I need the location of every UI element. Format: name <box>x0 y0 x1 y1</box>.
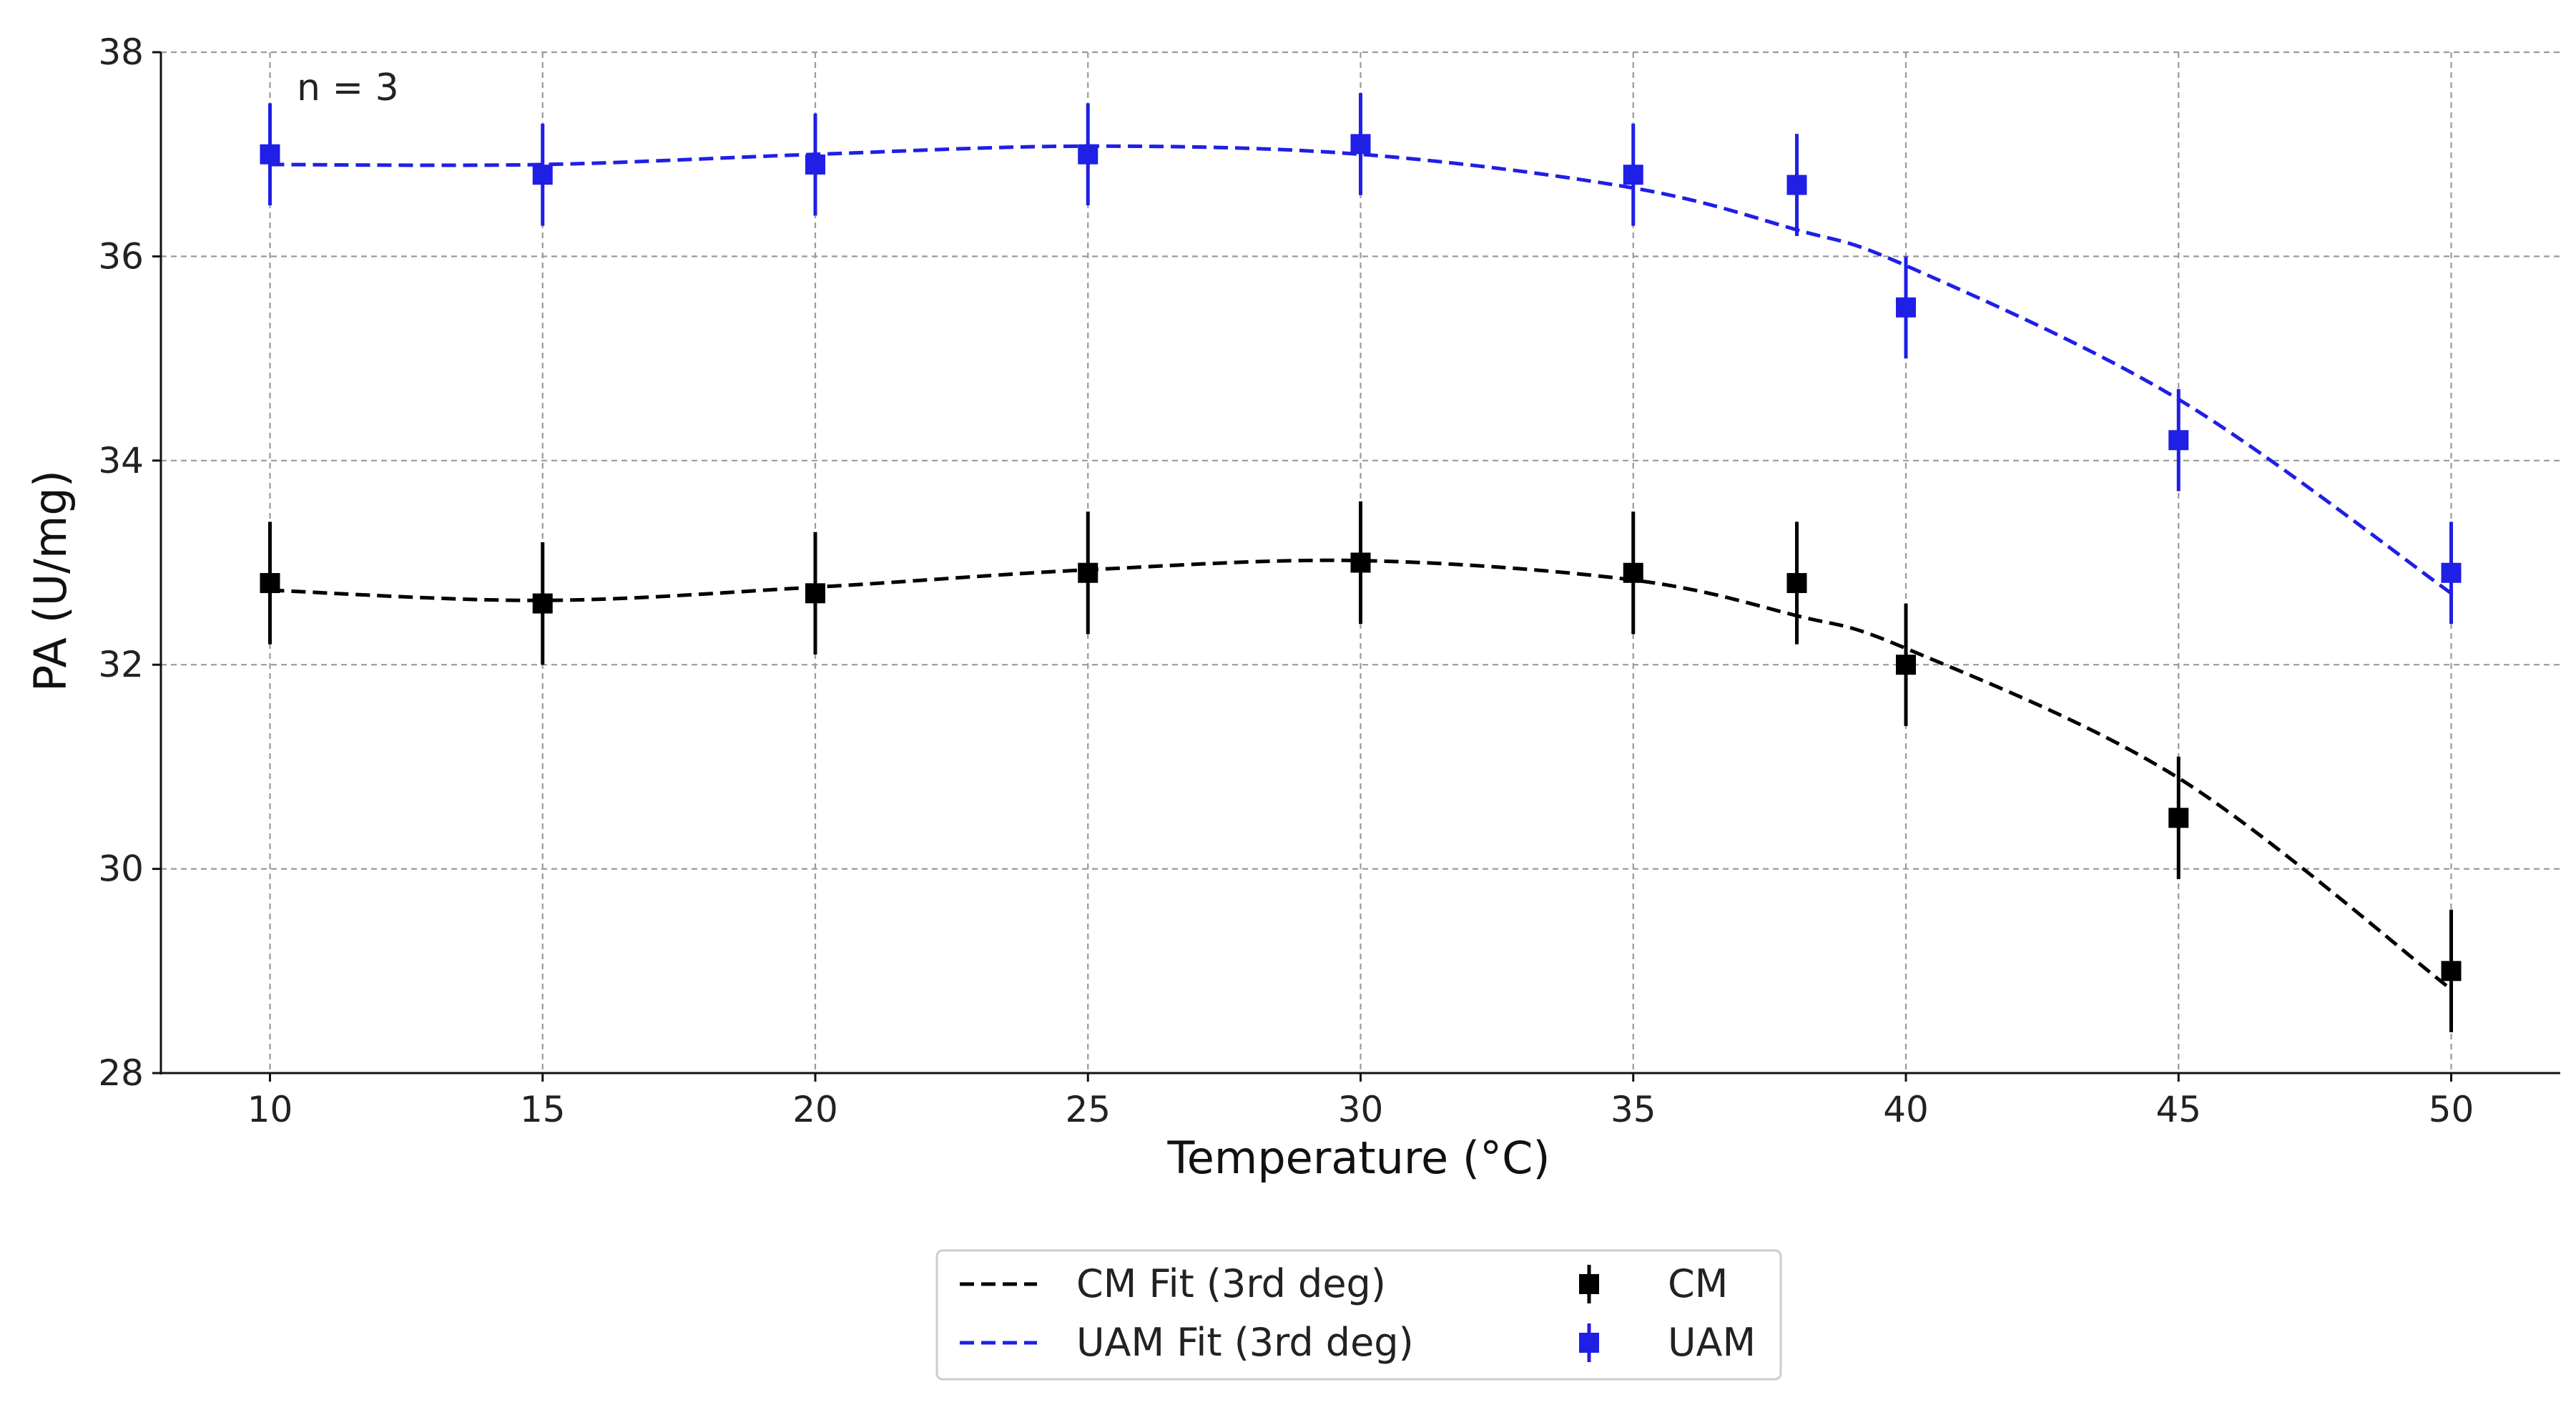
uam-point-30 <box>1350 134 1371 155</box>
cm-point-50 <box>2441 961 2462 981</box>
uam-point-10 <box>260 144 280 165</box>
legend-cm-fit-label: CM Fit (3rd deg) <box>1076 1261 1386 1306</box>
x-tick-label-15: 15 <box>520 1089 566 1130</box>
uam-fit-line <box>270 144 2452 595</box>
legend: CM Fit (3rd deg) UAM Fit (3rd deg) CM UA… <box>935 1249 1782 1381</box>
y-tick-label-36: 36 <box>98 235 144 277</box>
uam-point-20 <box>805 154 825 175</box>
uam-point-25 <box>1078 144 1098 165</box>
uam-point-45 <box>2168 430 2189 451</box>
axes-layer <box>152 51 2560 1082</box>
x-axis-title: Temperature (°C) <box>1166 1132 1550 1184</box>
legend-uam-marker <box>1579 1333 1599 1353</box>
legend-uam-fit-label: UAM Fit (3rd deg) <box>1076 1320 1414 1365</box>
legend-frame <box>935 1249 1782 1381</box>
tick-label-layer: 10 15 20 25 30 35 40 45 50 28 30 32 34 36 38 <box>98 31 2474 1130</box>
legend-uam-label: UAM <box>1668 1320 1756 1365</box>
cm-point-15 <box>532 593 553 614</box>
uam-point-50 <box>2441 562 2462 583</box>
y-axis-title: PA (U/mg) <box>24 470 77 692</box>
cm-point-45 <box>2168 808 2189 828</box>
fit-layer <box>270 144 2453 991</box>
x-tick-label-30: 30 <box>1338 1089 1384 1130</box>
x-tick-label-10: 10 <box>247 1089 293 1130</box>
cm-point-20 <box>805 583 825 604</box>
x-tick-label-45: 45 <box>2155 1089 2201 1130</box>
cm-point-10 <box>260 573 280 594</box>
cm-point-38 <box>1786 573 1807 594</box>
x-tick-label-25: 25 <box>1065 1089 1111 1130</box>
y-tick-label-34: 34 <box>98 440 144 481</box>
legend-cm-marker <box>1579 1274 1599 1294</box>
y-tick-label-38: 38 <box>98 31 144 73</box>
sample-size-annotation: n = 3 <box>297 67 399 109</box>
uam-point-15 <box>532 165 553 185</box>
uam-point-38 <box>1786 175 1807 195</box>
y-tick-label-30: 30 <box>98 848 144 890</box>
y-tick-label-32: 32 <box>98 644 144 685</box>
cm-point-35 <box>1623 562 1643 583</box>
cm-point-30 <box>1350 552 1371 573</box>
cm-point-40 <box>1896 655 1916 675</box>
x-tick-label-40: 40 <box>1883 1089 1929 1130</box>
cm-fit-line <box>270 558 2453 991</box>
cm-point-25 <box>1078 562 1098 583</box>
uam-point-40 <box>1896 297 1916 318</box>
x-tick-label-20: 20 <box>792 1089 838 1130</box>
legend-cm-label: CM <box>1668 1261 1728 1306</box>
y-tick-label-28: 28 <box>98 1052 144 1094</box>
x-tick-label-50: 50 <box>2429 1089 2474 1130</box>
uam-point-35 <box>1623 165 1643 185</box>
x-tick-label-35: 35 <box>1611 1089 1656 1130</box>
data-layer <box>260 93 2462 1032</box>
